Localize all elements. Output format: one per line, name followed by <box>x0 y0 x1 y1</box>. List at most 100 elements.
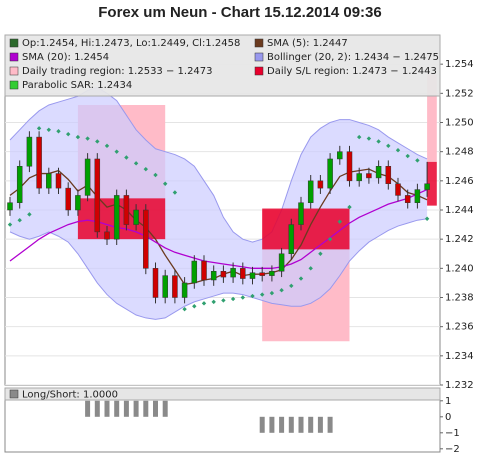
candle-body <box>395 183 401 196</box>
candle-body <box>152 268 159 298</box>
sar-point <box>424 216 430 221</box>
sar-point <box>230 296 236 302</box>
bar <box>279 416 285 433</box>
bar <box>123 400 129 417</box>
sar-point <box>386 143 391 149</box>
sar-point <box>366 136 372 141</box>
candle-body <box>75 195 81 211</box>
candle-body <box>201 260 207 281</box>
sar-point <box>172 190 178 195</box>
legend-swatch <box>254 38 264 48</box>
bar <box>162 400 168 417</box>
main-layer <box>5 63 440 385</box>
candle-body <box>94 158 101 233</box>
chart-title: Forex um Neun - Chart 15.12.2014 09:36 <box>98 4 381 21</box>
legend-swatch <box>254 52 264 62</box>
legend-swatch <box>9 52 19 62</box>
candle-body <box>230 268 236 278</box>
sar-point <box>279 288 284 293</box>
bar <box>133 400 139 417</box>
sar-point <box>7 222 13 227</box>
candle-body <box>172 275 178 298</box>
sar-point <box>143 166 148 172</box>
legend-swatch <box>9 66 19 76</box>
sar-point <box>347 204 352 210</box>
y-tick-label: 1.248 <box>445 147 474 158</box>
sar-point <box>240 295 245 300</box>
candle-body <box>414 189 421 203</box>
sar-point <box>182 306 187 312</box>
candle-body <box>278 253 285 272</box>
candle-body <box>36 136 42 189</box>
candle-body <box>143 209 149 269</box>
sar-point <box>192 304 197 309</box>
sar-point <box>163 181 168 186</box>
candle-body <box>356 173 362 182</box>
sar-point <box>66 131 71 137</box>
sar-point <box>308 266 313 271</box>
sar-point <box>17 218 22 223</box>
bar <box>308 416 314 433</box>
candle-body <box>123 195 130 225</box>
candle-body <box>84 158 91 196</box>
candle-body <box>220 271 227 278</box>
y-tick-label: 1.236 <box>445 322 474 333</box>
bar <box>288 416 294 433</box>
bar <box>94 400 100 417</box>
y-tick-label: 0 <box>445 412 451 423</box>
candle-body <box>55 173 62 189</box>
sar-point <box>337 219 342 224</box>
sar-point <box>327 236 333 242</box>
candle-body <box>181 282 188 298</box>
legend-swatch <box>254 66 264 76</box>
sl-region <box>77 198 166 240</box>
legend-label: Daily trading region: 1.2533 − 1.2473 <box>22 66 213 77</box>
sar-point <box>114 149 119 154</box>
sar-point <box>376 139 381 144</box>
bar <box>269 416 275 433</box>
y-tick-label: 1.244 <box>445 205 474 216</box>
candle-body <box>249 272 256 279</box>
candle-body <box>16 166 23 203</box>
candle-body <box>46 173 52 189</box>
sar-point <box>260 292 265 297</box>
y-tick-label: 1.246 <box>445 176 474 187</box>
bar <box>114 400 120 417</box>
candle-body <box>269 271 275 276</box>
candle-body <box>404 195 411 203</box>
trading-region <box>427 74 437 162</box>
candle-body <box>288 224 295 254</box>
y-tick-label: 1.238 <box>445 293 474 304</box>
sar-point <box>46 127 51 132</box>
moving-average <box>9 168 428 286</box>
sar-point <box>85 136 90 141</box>
sar-point <box>27 212 32 217</box>
sar-point <box>250 293 255 299</box>
candle-body <box>366 173 372 179</box>
bar <box>143 400 149 417</box>
legend-swatch <box>9 38 19 48</box>
candle-body <box>65 187 71 211</box>
y-tick-label: 1.232 <box>445 380 474 391</box>
sar-point <box>56 129 61 134</box>
candle-body <box>7 202 13 211</box>
candle-body <box>346 151 353 182</box>
candle-body <box>26 136 33 167</box>
y-tick-label: 1.234 <box>445 351 474 362</box>
sar-point <box>357 134 362 140</box>
legend-label: SMA (20): 1.2454 <box>22 52 109 63</box>
sar-point <box>395 148 401 153</box>
y-tick-label: 1.250 <box>445 118 474 129</box>
sar-point <box>211 299 216 305</box>
legend-label: Parabolic SAR: 1.2434 <box>22 80 132 91</box>
sar-point <box>269 290 275 296</box>
sar-point <box>298 276 304 281</box>
candle-body <box>327 158 333 189</box>
legend-label: SMA (5): 1.2447 <box>267 38 348 49</box>
candle-body <box>424 183 430 190</box>
bar <box>327 416 333 433</box>
sl-region <box>262 208 350 250</box>
sar-point <box>289 283 294 289</box>
candle-body <box>307 180 314 203</box>
